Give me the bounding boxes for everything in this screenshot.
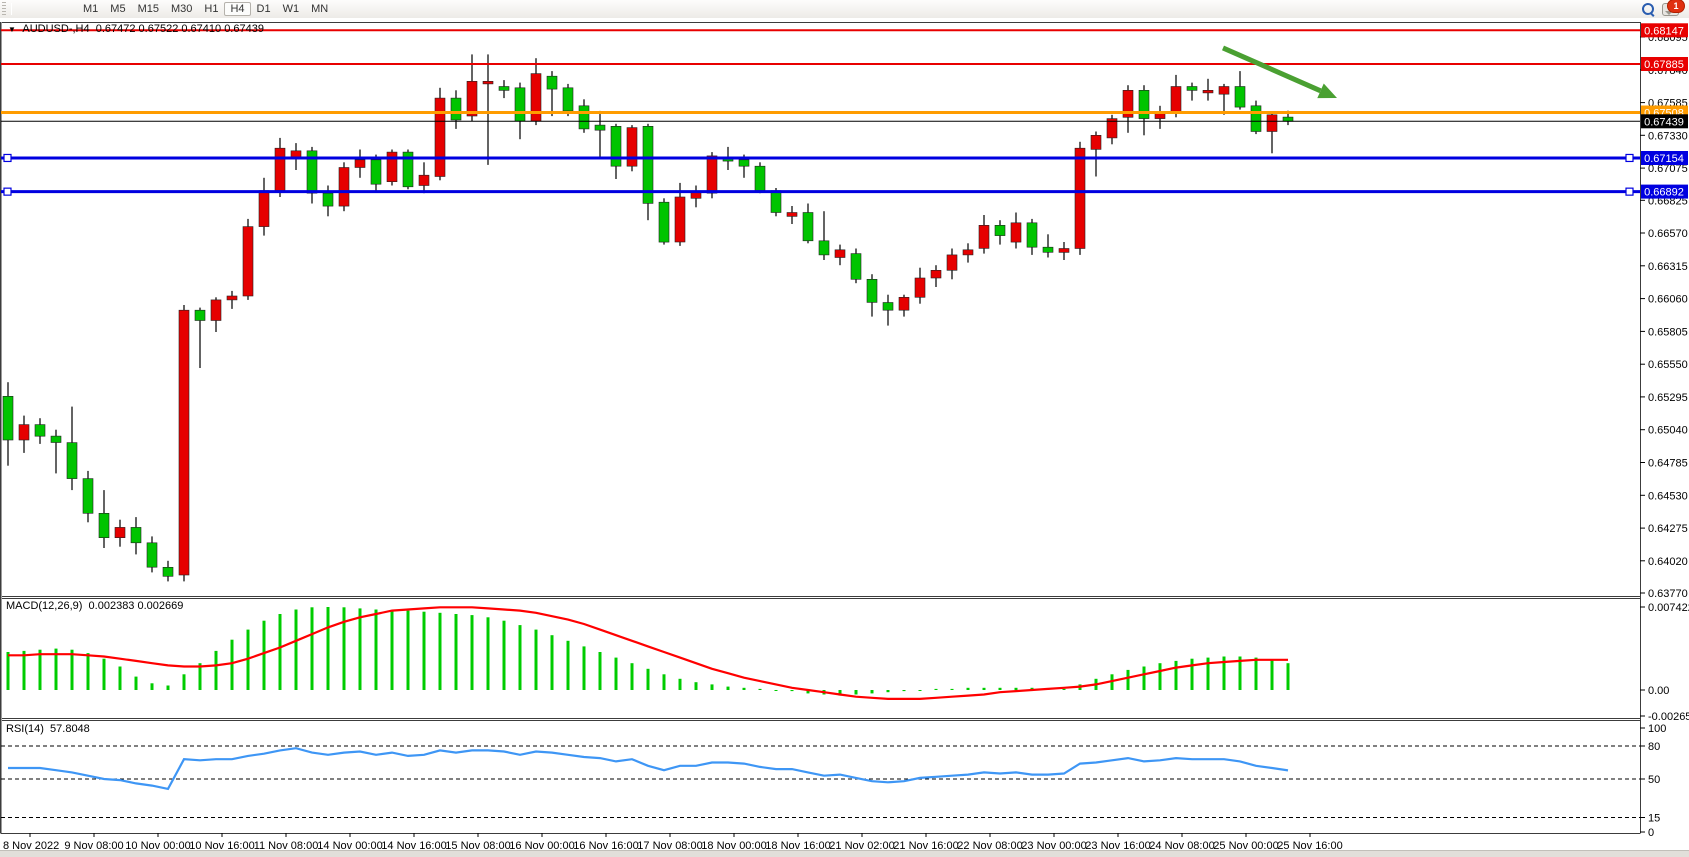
svg-text:0.67439: 0.67439 xyxy=(1644,116,1684,128)
svg-text:50: 50 xyxy=(1648,774,1660,786)
price-badges: 0.681470.678850.675080.671540.668920.674… xyxy=(1641,23,1688,199)
svg-text:9 Nov 08:00: 9 Nov 08:00 xyxy=(64,840,123,852)
timeframe-m5-button[interactable]: M5 xyxy=(110,3,126,15)
horizontal-lines-layer xyxy=(1,29,1640,196)
window-bottom-edge xyxy=(0,850,1689,857)
svg-text:16 Nov 16:00: 16 Nov 16:00 xyxy=(573,840,638,852)
line-handle xyxy=(1625,187,1634,196)
svg-text:0.68147: 0.68147 xyxy=(1644,25,1684,37)
svg-text:8 Nov 2022: 8 Nov 2022 xyxy=(3,840,59,852)
svg-text:0.66060: 0.66060 xyxy=(1648,294,1688,306)
line-handle xyxy=(3,187,12,196)
svg-text:15: 15 xyxy=(1648,813,1660,825)
chart-shift-icon: ↦ xyxy=(12,0,26,3)
svg-text:17 Nov 08:00: 17 Nov 08:00 xyxy=(637,840,702,852)
rsi-axis: 100 80 50 15 0 xyxy=(1640,723,1666,839)
macd-signal-line xyxy=(8,606,1288,701)
timeframe-mn-button[interactable]: MN xyxy=(311,3,329,15)
line-handle xyxy=(3,153,12,163)
svg-text:0.67330: 0.67330 xyxy=(1648,130,1688,142)
svg-text:25 Nov 16:00: 25 Nov 16:00 xyxy=(1277,840,1342,852)
svg-text:100: 100 xyxy=(1648,723,1666,735)
svg-text:0.65295: 0.65295 xyxy=(1648,392,1688,404)
svg-text:25 Nov 00:00: 25 Nov 00:00 xyxy=(1213,840,1278,852)
svg-text:15 Nov 08:00: 15 Nov 08:00 xyxy=(445,840,510,852)
panel-borders xyxy=(0,22,1641,834)
svg-text:0.64275: 0.64275 xyxy=(1648,523,1688,535)
notification-badge: 1 xyxy=(1667,0,1685,13)
svg-text:24 Nov 08:00: 24 Nov 08:00 xyxy=(1149,840,1214,852)
svg-text:0.65550: 0.65550 xyxy=(1648,359,1688,371)
svg-text:0.65040: 0.65040 xyxy=(1648,425,1688,437)
timeframe-h1-button[interactable]: H1 xyxy=(204,3,219,15)
svg-text:0.64785: 0.64785 xyxy=(1648,458,1688,470)
svg-text:18 Nov 00:00: 18 Nov 00:00 xyxy=(701,840,766,852)
trend-arrow-annotation xyxy=(1221,45,1337,99)
svg-text:14 Nov 00:00: 14 Nov 00:00 xyxy=(317,840,382,852)
svg-text:0.66892: 0.66892 xyxy=(1644,187,1684,199)
toolbar-drag-handle[interactable] xyxy=(2,2,6,16)
svg-text:0: 0 xyxy=(1648,827,1654,839)
svg-text:10 Nov 16:00: 10 Nov 16:00 xyxy=(189,840,254,852)
timeframe-d1-button[interactable]: D1 xyxy=(256,3,271,15)
chart-canvas[interactable]: 0.680950.678400.675850.673300.670750.668… xyxy=(0,18,1689,854)
svg-text:21 Nov 02:00: 21 Nov 02:00 xyxy=(829,840,894,852)
search-icon[interactable] xyxy=(1642,3,1655,17)
svg-text:21 Nov 16:00: 21 Nov 16:00 xyxy=(893,840,958,852)
timeframe-w1-button[interactable]: W1 xyxy=(282,3,300,15)
timeframe-toolbar: M1 M5 M15 M30 H1 H4 D1 W1 MN xyxy=(77,1,334,17)
svg-text:23 Nov 16:00: 23 Nov 16:00 xyxy=(1085,840,1150,852)
toolbar-right: 1 xyxy=(1642,0,1689,19)
rsi-panel: 100 80 50 15 0 xyxy=(1,723,1666,839)
rsi-line xyxy=(8,747,1289,791)
svg-text:0.66315: 0.66315 xyxy=(1648,261,1688,273)
line-handle xyxy=(1625,153,1634,163)
timeframe-h4-button[interactable]: H4 xyxy=(224,2,251,16)
svg-text:16 Nov 00:00: 16 Nov 00:00 xyxy=(509,840,574,852)
toolbar-separator xyxy=(11,3,12,15)
bubble-tail-icon xyxy=(1665,10,1673,19)
svg-text:10 Nov 00:00: 10 Nov 00:00 xyxy=(125,840,190,852)
svg-text:18 Nov 16:00: 18 Nov 16:00 xyxy=(765,840,830,852)
chart-shift-button[interactable]: ↦ xyxy=(8,0,77,3)
svg-text:0.66570: 0.66570 xyxy=(1648,228,1688,240)
svg-text:0.00: 0.00 xyxy=(1648,685,1669,697)
notifications-button[interactable]: 1 xyxy=(1662,0,1685,19)
timeframe-m30-button[interactable]: M30 xyxy=(170,3,193,15)
svg-text:0.007422: 0.007422 xyxy=(1648,602,1689,614)
main-toolbar: ▤新订单◆▦◉●自动交易☰◫≈⊕⊖⊞▸↦+▾◔▾▧▾↖┼│─╱∥FAT◇▾ M1… xyxy=(0,0,1689,259)
svg-text:11 Nov 08:00: 11 Nov 08:00 xyxy=(254,840,319,852)
svg-text:0.64020: 0.64020 xyxy=(1648,556,1688,568)
price-axis: 0.680950.678400.675850.673300.670750.668… xyxy=(1640,32,1688,600)
timeframe-m15-button[interactable]: M15 xyxy=(137,3,159,15)
svg-text:22 Nov 08:00: 22 Nov 08:00 xyxy=(957,840,1022,852)
svg-text:23 Nov 00:00: 23 Nov 00:00 xyxy=(1021,840,1086,852)
svg-text:0.67154: 0.67154 xyxy=(1644,153,1684,165)
svg-text:80: 80 xyxy=(1648,741,1660,753)
svg-text:14 Nov 16:00: 14 Nov 16:00 xyxy=(381,840,446,852)
svg-text:0.67885: 0.67885 xyxy=(1644,59,1684,71)
svg-text:0.64530: 0.64530 xyxy=(1648,490,1688,502)
timeframe-m1-button[interactable]: M1 xyxy=(83,3,99,15)
svg-text:0.63770: 0.63770 xyxy=(1648,588,1688,600)
svg-text:0.65805: 0.65805 xyxy=(1648,326,1688,338)
svg-text:0.67075: 0.67075 xyxy=(1648,163,1688,175)
